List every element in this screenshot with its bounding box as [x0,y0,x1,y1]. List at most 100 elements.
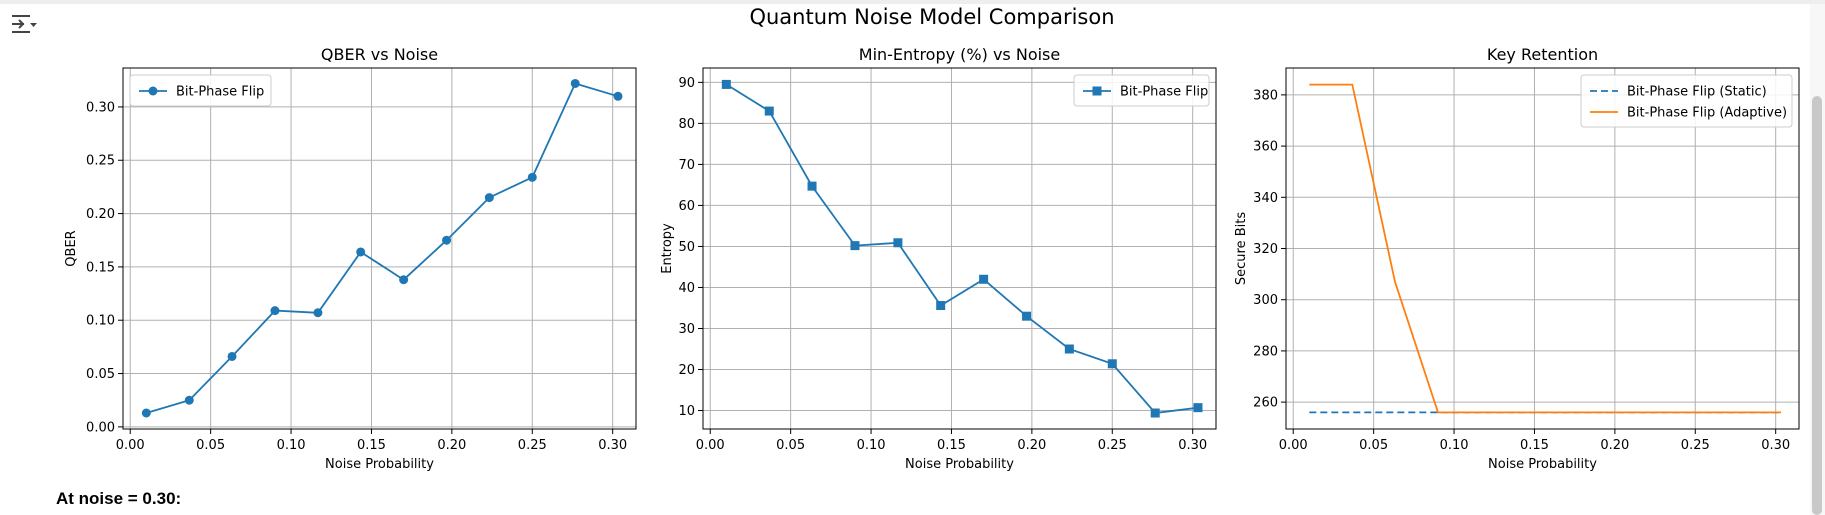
legend-marker [1092,86,1102,96]
data-point [270,306,280,316]
data-point [850,241,860,251]
data-point [399,275,409,285]
y-tick-label: 360 [1253,140,1278,155]
chart-title: Key Retention [1487,45,1598,64]
y-tick-label: 30 [678,322,695,337]
legend-marker [148,86,158,96]
y-tick-label: 0.10 [86,314,115,329]
data-point [227,351,237,361]
chart-2: 0.00 0.05 0.10 0.15 0.20 0.25 0.30 10 20 30 40 50 60… [660,45,1217,472]
x-tick-label: 0.20 [1600,438,1629,453]
data-point [613,91,623,101]
chart-title: QBER vs Noise [321,45,438,64]
x-tick-label: 0.25 [1098,438,1127,453]
chart-3: 0.00 0.05 0.10 0.15 0.20 0.25 0.30 260 280 300 320… [1234,45,1800,472]
data-point [313,308,323,318]
legend-box [129,74,272,107]
x-axis-label: Noise Probability [325,457,434,472]
plot-frame [702,67,1217,430]
x-tick-label: 0.25 [518,438,547,453]
data-point [1064,344,1074,354]
series-line [146,82,619,414]
data-point [721,79,731,89]
y-tick-label: 0.25 [86,154,115,169]
data-point [893,238,903,248]
x-tick-label: 0.10 [277,438,306,453]
y-tick-label: 0.00 [86,420,115,435]
x-tick-label: 0.00 [116,438,145,453]
data-point [979,274,989,284]
x-axis-label: Noise Probability [1488,457,1597,472]
x-tick-label: 0.00 [1279,438,1308,453]
data-point [141,408,151,418]
y-tick-label: 260 [1253,396,1278,411]
scrollbar-thumb[interactable] [1812,96,1822,515]
y-tick-label: 0.15 [86,260,115,275]
y-tick-label: 80 [678,117,695,132]
data-point [484,193,494,203]
data-point [807,181,817,191]
data-point [764,106,774,116]
x-tick-label: 0.15 [1520,438,1549,453]
y-axis-label: Entropy [660,223,675,274]
x-tick-label: 0.20 [437,438,466,453]
data-point [184,395,194,405]
data-point [442,235,452,245]
output-menu-icon[interactable] [10,12,38,38]
y-tick-label: 90 [678,76,695,91]
footer-text: At noise = 0.30: [56,489,182,508]
y-tick-label: 320 [1253,242,1278,257]
data-point [1022,311,1032,321]
x-tick-label: 0.05 [1359,438,1388,453]
x-tick-label: 0.30 [1178,438,1207,453]
top-bar [0,0,1825,4]
x-tick-label: 0.10 [857,438,886,453]
series-line [1309,83,1781,414]
plot-frame [122,67,637,430]
legend-label: Bit-Phase Flip (Adaptive) [1627,106,1787,121]
y-tick-label: 70 [678,158,695,173]
x-tick-label: 0.15 [357,438,386,453]
legend-label: Bit-Phase Flip [176,85,264,100]
x-tick-label: 0.05 [196,438,225,453]
data-point [570,78,580,88]
y-tick-label: 0.30 [86,100,115,115]
y-axis-label: Secure Bits [1234,212,1249,285]
x-tick-label: 0.30 [1761,438,1790,453]
legend-label: Bit-Phase Flip [1120,85,1208,100]
x-tick-label: 0.30 [598,438,627,453]
series-line [725,83,1199,414]
data-point [936,301,946,311]
legend-box [1073,74,1210,107]
data-point [527,172,537,182]
y-tick-label: 340 [1253,191,1278,206]
chart-title: Min-Entropy (%) vs Noise [859,45,1060,64]
y-axis-label: QBER [64,230,79,266]
data-point [1193,403,1203,413]
x-tick-label: 0.20 [1017,438,1046,453]
y-tick-label: 0.20 [86,207,115,222]
figure-title: Quantum Noise Model Comparison [749,5,1114,29]
x-tick-label: 0.25 [1681,438,1710,453]
y-tick-label: 50 [678,240,695,255]
legend: Bit-Phase Flip [129,74,272,107]
data-point [1107,359,1117,369]
legend: Bit-Phase Flip [1073,74,1210,107]
y-tick-label: 0.05 [86,367,115,382]
data-point [1150,408,1160,418]
x-tick-label: 0.00 [696,438,725,453]
data-point [356,247,366,257]
x-tick-label: 0.05 [776,438,805,453]
y-tick-label: 40 [678,281,695,296]
legend: Bit-Phase Flip (Static) Bit-Phase Flip (A… [1580,74,1793,128]
legend-label: Bit-Phase Flip (Static) [1627,85,1767,100]
y-tick-label: 300 [1253,293,1278,308]
y-tick-label: 10 [678,404,695,419]
x-axis-label: Noise Probability [905,457,1014,472]
y-tick-label: 380 [1253,88,1278,103]
y-tick-label: 60 [678,199,695,214]
legend-box [1580,74,1793,128]
y-tick-label: 280 [1253,344,1278,359]
chart-1: 0.00 0.05 0.10 0.15 0.20 0.25 0.30 0.00 0.05 0.10… [64,45,637,472]
y-tick-label: 20 [678,363,695,378]
